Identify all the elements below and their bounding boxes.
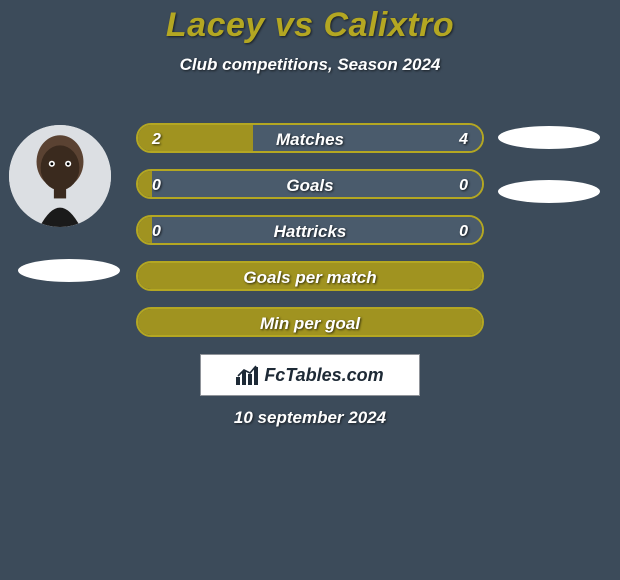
stat-row: 00Hattricks [136, 215, 484, 245]
stat-label: Hattricks [138, 217, 482, 245]
stat-row: Goals per match [136, 261, 484, 291]
player-right-avatar-placeholder [498, 126, 600, 149]
stat-row: Min per goal [136, 307, 484, 337]
comparison-card: Lacey vs Calixtro Club competitions, Sea… [0, 0, 620, 580]
stat-label: Min per goal [138, 309, 482, 337]
player-left-nationality-flag [18, 259, 120, 282]
stat-label: Goals per match [138, 263, 482, 291]
stat-row: 00Goals [136, 169, 484, 199]
footer-date: 10 september 2024 [0, 408, 620, 428]
player-left-avatar [9, 125, 111, 227]
page-title: Lacey vs Calixtro [0, 0, 620, 45]
bar-chart-icon [236, 365, 258, 385]
avatar-placeholder-icon [9, 125, 111, 227]
stat-label: Goals [138, 171, 482, 199]
logo-text: FcTables.com [264, 365, 383, 386]
subtitle: Club competitions, Season 2024 [0, 55, 620, 75]
fctables-logo: FcTables.com [200, 354, 420, 396]
stat-row: 24Matches [136, 123, 484, 153]
stat-label: Matches [138, 125, 482, 153]
stat-bars: 24Matches 00Goals 00Hattricks Goals per mat… [136, 123, 484, 353]
player-right-nationality-flag [498, 180, 600, 203]
